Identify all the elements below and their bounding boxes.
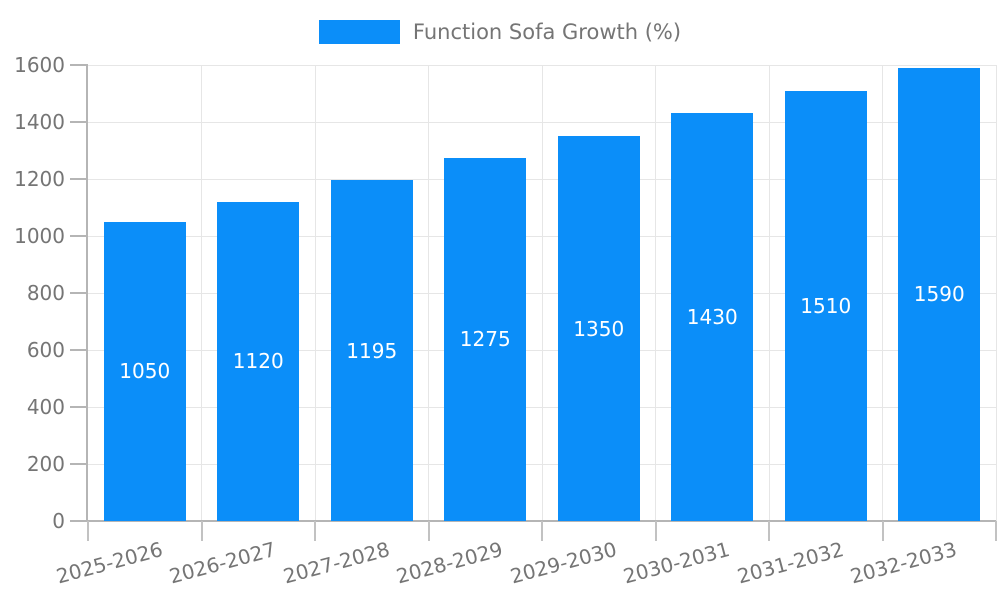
bar: 1275: [444, 157, 527, 521]
y-axis-tick: [70, 292, 88, 294]
x-tick-label: 2032-2033: [847, 537, 960, 589]
x-axis-tick: [881, 521, 884, 541]
x-axis-tick: [200, 521, 203, 541]
y-axis-tick: [70, 520, 88, 522]
legend-label: Function Sofa Growth (%): [412, 20, 682, 44]
bar-value-label: 1590: [913, 282, 965, 307]
y-axis-tick: [70, 349, 88, 351]
y-tick-label: 1400: [14, 110, 65, 134]
bar-value-label: 1430: [686, 305, 738, 330]
y-tick-label: 600: [26, 338, 65, 362]
x-axis-tick: [541, 521, 543, 541]
v-gridline: [882, 65, 883, 521]
y-tick-label: 200: [26, 452, 65, 476]
legend-swatch: [318, 20, 400, 44]
bar-value-label: 1050: [119, 359, 171, 384]
x-axis-tick: [768, 521, 770, 541]
y-axis-tick: [70, 64, 88, 66]
v-gridline: [768, 65, 770, 521]
y-axis-tick: [70, 463, 88, 465]
x-axis-tick: [314, 521, 316, 541]
x-axis-tick: [87, 521, 89, 541]
y-axis-tick: [70, 406, 88, 408]
y-tick-label: 800: [26, 281, 65, 305]
x-axis-tick: [427, 521, 430, 541]
bar: 1050: [103, 221, 186, 521]
bar-value-label: 1195: [346, 338, 398, 363]
v-gridline: [655, 65, 656, 521]
v-gridline: [201, 65, 202, 521]
x-tick-label: 2030-2031: [620, 537, 733, 589]
chart-legend: Function Sofa Growth (%): [0, 20, 1000, 44]
x-tick-label: 2027-2028: [280, 537, 392, 589]
x-axis-tick: [654, 521, 657, 541]
y-axis-tick: [70, 235, 88, 237]
bar: 1350: [557, 136, 640, 521]
v-gridline: [541, 65, 543, 521]
y-tick-label: 1000: [14, 224, 65, 248]
bar-value-label: 1275: [459, 327, 511, 352]
bar: 1195: [330, 180, 413, 521]
y-tick-label: 1600: [14, 53, 65, 77]
x-tick-label: 2031-2032: [734, 537, 846, 589]
y-tick-label: 400: [26, 395, 65, 419]
v-gridline: [314, 65, 316, 521]
x-axis-tick: [995, 521, 997, 541]
y-tick-label: 1200: [14, 167, 65, 191]
bar-value-label: 1510: [800, 293, 852, 318]
x-tick-label: 2029-2030: [507, 537, 619, 589]
x-tick-label: 2025-2026: [53, 537, 165, 589]
x-tick-label: 2026-2027: [166, 537, 279, 589]
y-axis-tick: [70, 121, 88, 123]
bar: 1590: [898, 67, 981, 521]
bar: 1510: [784, 90, 867, 521]
bar-value-label: 1350: [573, 316, 625, 341]
y-tick-label: 0: [52, 509, 65, 533]
v-gridline: [428, 65, 429, 521]
x-tick-label: 2028-2029: [393, 537, 506, 589]
bar: 1120: [217, 201, 300, 521]
y-axis-tick: [70, 178, 88, 180]
v-gridline: [995, 65, 997, 521]
bar: 1430: [671, 113, 754, 521]
bar-value-label: 1120: [232, 349, 284, 374]
